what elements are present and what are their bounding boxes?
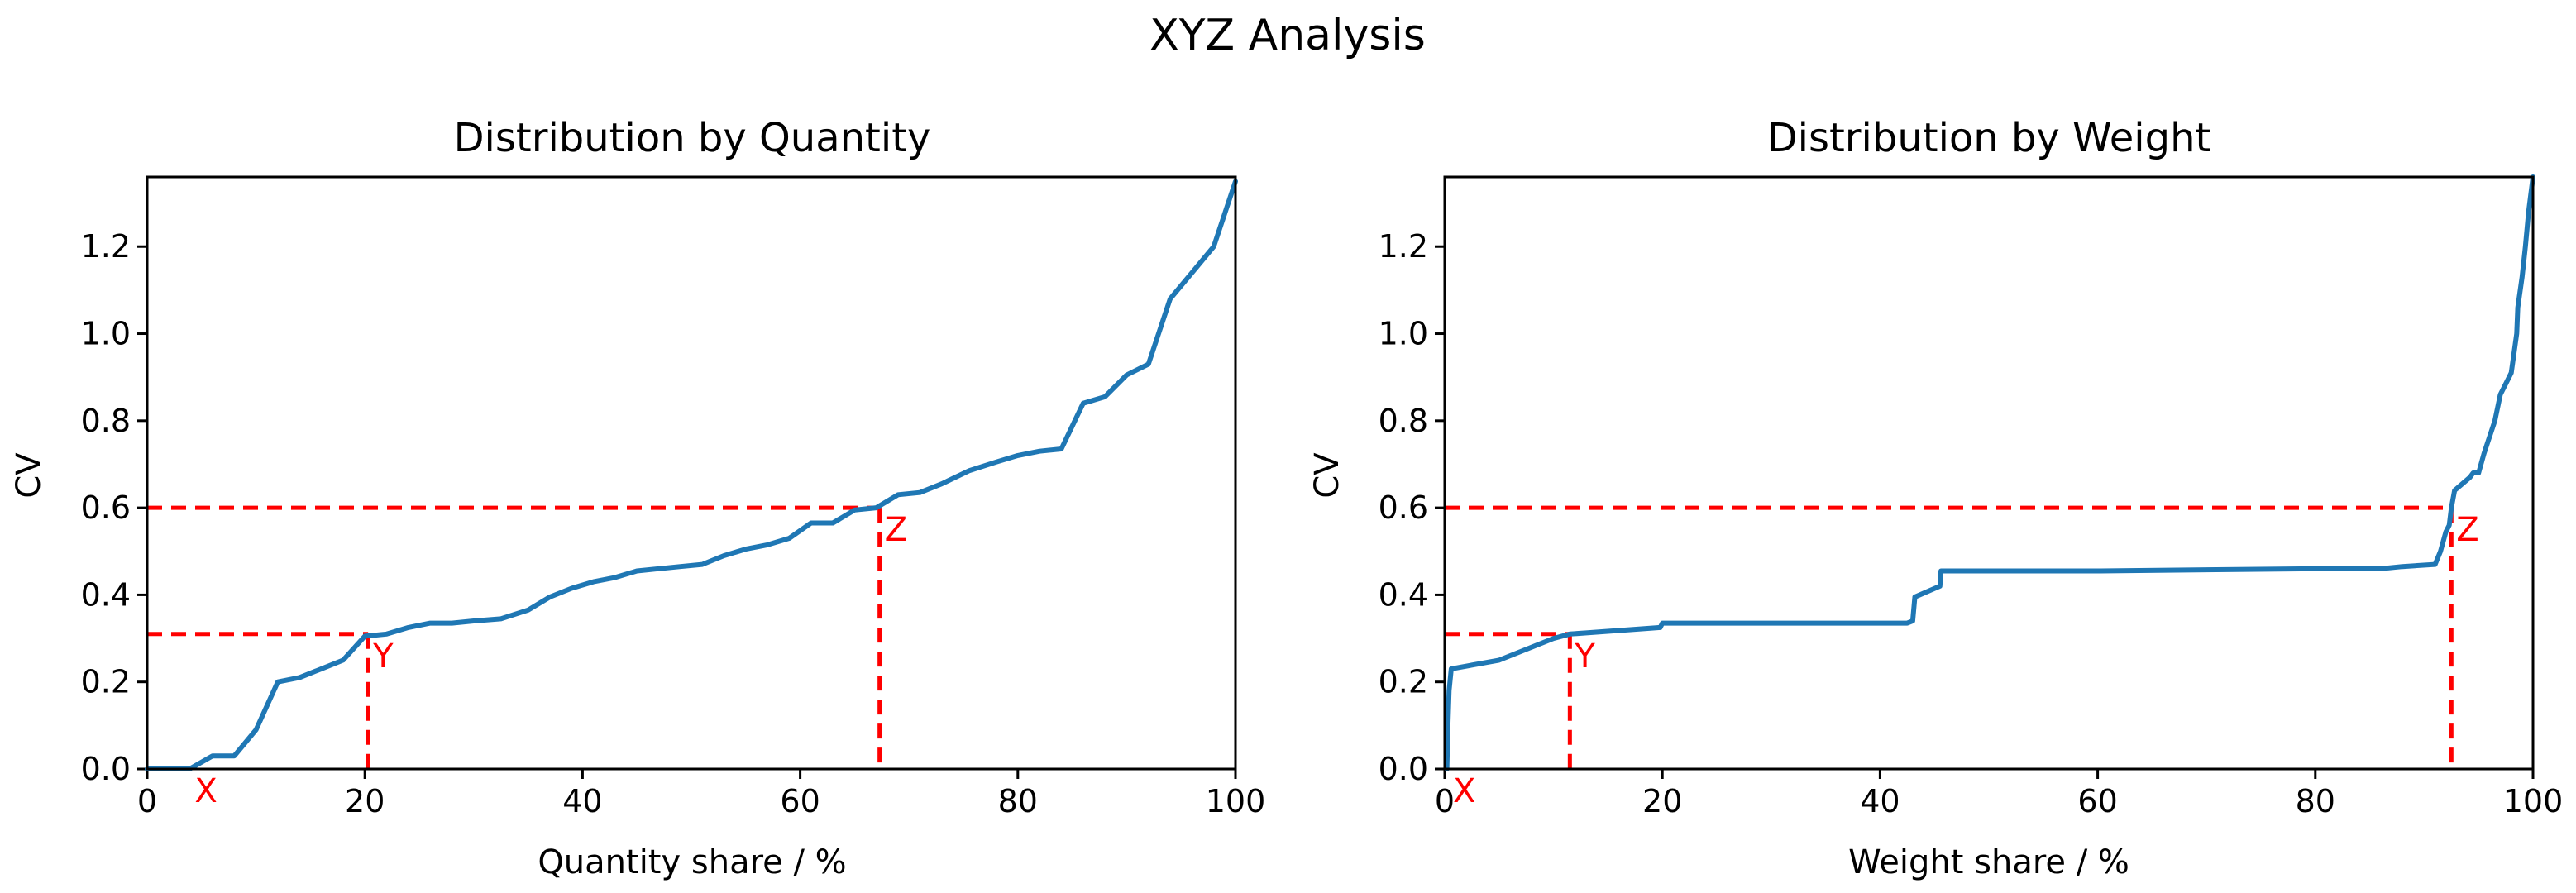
quantity-x-axis-label: Quantity share / %: [538, 843, 846, 881]
quantity-y-tick-label: 0.2: [81, 664, 131, 700]
weight-series: [1444, 174, 2535, 771]
weight-plot-frame: [1443, 175, 2535, 771]
weight-x-tick-label: 40: [1860, 783, 1900, 819]
quantity-plot-frame: [146, 175, 1237, 771]
quantity-y-axis-label: CV: [10, 452, 48, 499]
weight-z-threshold-label: Z: [2456, 511, 2478, 549]
quantity-x-tick-label: 100: [1206, 783, 1266, 819]
quantity-chart-title: Distribution by Quantity: [454, 115, 931, 161]
quantity-x-tick-label: 40: [562, 783, 602, 819]
quantity-x-tick-label: 20: [345, 783, 385, 819]
quantity-cv-curve: [145, 179, 1238, 771]
quantity-x-tick-label: 80: [998, 783, 1038, 819]
quantity-axis-ticks: 0 20 40 60 80 100 0.0 0.2 0.4 0.6 0.8 1.0 1.2: [81, 228, 1266, 819]
weight-y-tick-label: 0.4: [1379, 576, 1428, 613]
quantity-chart-panel: Distribution by Quantity Quantity share …: [10, 115, 1265, 881]
weight-cv-curve: [1444, 174, 2535, 771]
quantity-x-tick-label: 0: [137, 783, 157, 819]
weight-x-axis-label: Weight share / %: [1848, 843, 2129, 881]
weight-y-axis-label: CV: [1308, 452, 1346, 499]
figure-title: XYZ Analysis: [1149, 11, 1426, 60]
quantity-x-tick-label: 60: [780, 783, 820, 819]
weight-y-tick-label: 1.0: [1379, 316, 1428, 352]
quantity-y-tick-label: 1.0: [81, 316, 131, 352]
weight-x-tick-label: 20: [1642, 783, 1682, 819]
quantity-y-tick-label: 0.0: [81, 751, 131, 787]
weight-axis-ticks: 0 20 40 60 80 100 0.0 0.2 0.4 0.6 0.8 1.0 1.2: [1379, 228, 2564, 819]
weight-y-tick-label: 0.8: [1379, 403, 1428, 439]
weight-x-tick-label: 80: [2296, 783, 2335, 819]
quantity-x-threshold-label: X: [194, 772, 217, 810]
weight-x-threshold-label: X: [1453, 772, 1475, 810]
weight-y-tick-label: 0.0: [1379, 751, 1428, 787]
weight-chart-title: Distribution by Weight: [1767, 115, 2211, 161]
quantity-y-threshold-label: Y: [372, 638, 394, 676]
weight-x-tick-label: 60: [2077, 783, 2117, 819]
weight-y-tick-label: 0.2: [1379, 664, 1428, 700]
weight-y-tick-label: 0.6: [1379, 489, 1428, 526]
quantity-y-tick-label: 0.4: [81, 576, 131, 613]
quantity-series: [145, 179, 1238, 771]
quantity-y-tick-label: 0.6: [81, 489, 131, 526]
quantity-y-tick-label: 0.8: [81, 403, 131, 439]
quantity-y-tick-label: 1.2: [81, 228, 131, 265]
weight-x-tick-label: 100: [2503, 783, 2564, 819]
quantity-threshold-lines: X Y Z: [147, 505, 907, 810]
weight-chart-panel: Distribution by Weight Weight share / % …: [1308, 115, 2563, 881]
weight-y-threshold-label: Y: [1574, 638, 1595, 676]
weight-y-tick-label: 1.2: [1379, 228, 1428, 265]
weight-x-tick-label: 0: [1435, 783, 1455, 819]
quantity-z-threshold-label: Z: [885, 511, 907, 549]
weight-threshold-lines: X Y Z: [1445, 505, 2479, 810]
